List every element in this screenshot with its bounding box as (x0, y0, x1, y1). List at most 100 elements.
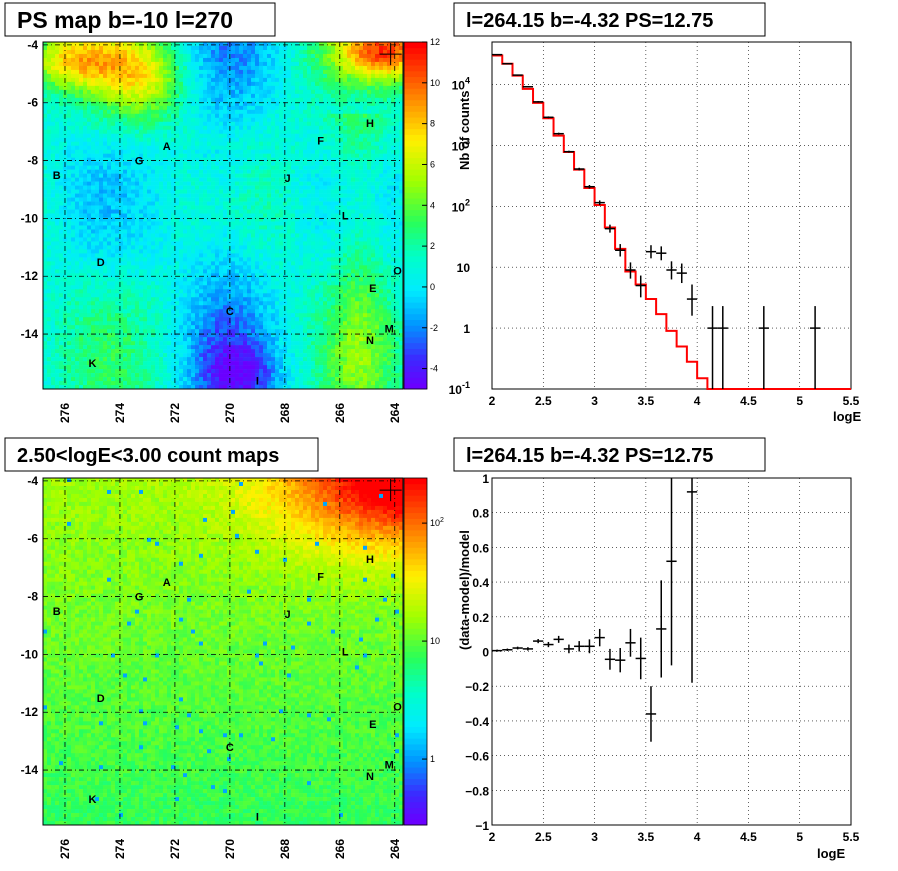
heatmap-cell (343, 137, 348, 143)
heatmap-cell (243, 129, 248, 135)
heatmap-cell (79, 89, 84, 95)
heatmap-cell (347, 169, 352, 174)
heatmap-cell (219, 93, 224, 99)
heatmap-cell (211, 137, 216, 143)
heatmap-cell (259, 117, 264, 123)
heatmap-cell (255, 185, 260, 190)
heatmap-cell (111, 197, 116, 202)
heatmap-cell (371, 73, 376, 79)
heatmap-cell (63, 169, 68, 174)
heatmap-cell (211, 213, 216, 218)
heatmap-cell (143, 165, 148, 170)
heatmap-cell (379, 217, 384, 222)
heatmap-cell (183, 113, 188, 119)
heatmap-cell (375, 209, 380, 214)
heatmap-cell (199, 125, 204, 131)
heatmap-cell (323, 197, 328, 202)
heatmap-cell (231, 145, 236, 150)
heatmap-cell (95, 225, 100, 230)
heatmap-cell (391, 193, 396, 198)
heatmap-cell (51, 241, 56, 246)
heatmap-cell (227, 53, 232, 59)
heatmap-cell (159, 197, 164, 202)
heatmap-cell (283, 109, 288, 115)
heatmap-cell (91, 157, 96, 162)
heatmap-cell (379, 157, 384, 162)
heatmap-cell (83, 117, 88, 123)
heatmap-cell (67, 229, 72, 234)
heatmap-cell (359, 201, 364, 206)
heatmap-cell (303, 257, 308, 262)
heatmap-cell (327, 177, 332, 182)
heatmap-cell (159, 109, 164, 115)
heatmap-cell (83, 65, 88, 71)
heatmap-cell (303, 173, 308, 178)
heatmap-cell (123, 209, 128, 214)
heatmap-cell (59, 105, 64, 111)
heatmap-cell (215, 189, 220, 194)
heatmap-cell (187, 249, 192, 254)
heatmap-cell (391, 97, 396, 103)
heatmap-cell (111, 149, 116, 154)
heatmap-cell (319, 217, 324, 222)
heatmap-cell (311, 65, 316, 71)
heatmap-cell (187, 185, 192, 190)
heatmap-cell (327, 121, 332, 127)
heatmap-cell (315, 181, 320, 186)
heatmap-cell (287, 157, 292, 162)
heatmap-cell (131, 237, 136, 242)
heatmap-cell (135, 169, 140, 174)
heatmap-cell (103, 93, 108, 99)
heatmap-cell (355, 125, 360, 131)
heatmap-cell (227, 201, 232, 206)
heatmap-cell (375, 201, 380, 206)
heatmap-cell (139, 65, 144, 71)
heatmap-cell (283, 61, 288, 67)
heatmap-cell (143, 137, 148, 143)
heatmap-cell (399, 53, 404, 59)
heatmap-cell (143, 241, 148, 246)
heatmap-cell (159, 65, 164, 71)
heatmap-cell (383, 205, 388, 210)
heatmap-cell (211, 237, 216, 242)
heatmap-cell (223, 141, 228, 146)
heatmap-cell (43, 49, 48, 55)
heatmap-cell (119, 117, 124, 123)
heatmap-cell (95, 125, 100, 131)
heatmap-cell (171, 149, 176, 154)
heatmap-cell (251, 65, 256, 71)
heatmap-cell (55, 157, 60, 162)
heatmap-cell (151, 129, 156, 135)
heatmap-cell (255, 117, 260, 123)
heatmap-cell (71, 125, 76, 131)
heatmap-cell (95, 129, 100, 135)
heatmap-cell (223, 229, 228, 234)
heatmap-cell (71, 197, 76, 202)
heatmap-cell (43, 261, 48, 266)
heatmap-cell (47, 201, 52, 206)
heatmap-cell (231, 213, 236, 218)
heatmap-cell (327, 169, 332, 174)
heatmap-cell (139, 109, 144, 115)
heatmap-cell (343, 245, 348, 250)
heatmap-cell (179, 149, 184, 154)
heatmap-cell (239, 221, 244, 226)
heatmap-cell (263, 137, 268, 143)
heatmap-cell (243, 73, 248, 79)
heatmap-cell (335, 193, 340, 198)
heatmap-cell (371, 77, 376, 83)
heatmap-cell (215, 61, 220, 67)
heatmap-cell (155, 181, 160, 186)
heatmap-cell (103, 245, 108, 250)
heatmap-cell (63, 157, 68, 162)
heatmap-cell (219, 133, 224, 139)
heatmap-cell (199, 121, 204, 127)
heatmap-cell (395, 165, 400, 170)
heatmap-cell (243, 185, 248, 190)
heatmap-cell (395, 65, 400, 71)
heatmap-cell (91, 42, 96, 47)
heatmap-cell (119, 109, 124, 115)
heatmap-cell (263, 181, 268, 186)
heatmap-cell (123, 137, 128, 143)
heatmap-cell (271, 153, 276, 158)
